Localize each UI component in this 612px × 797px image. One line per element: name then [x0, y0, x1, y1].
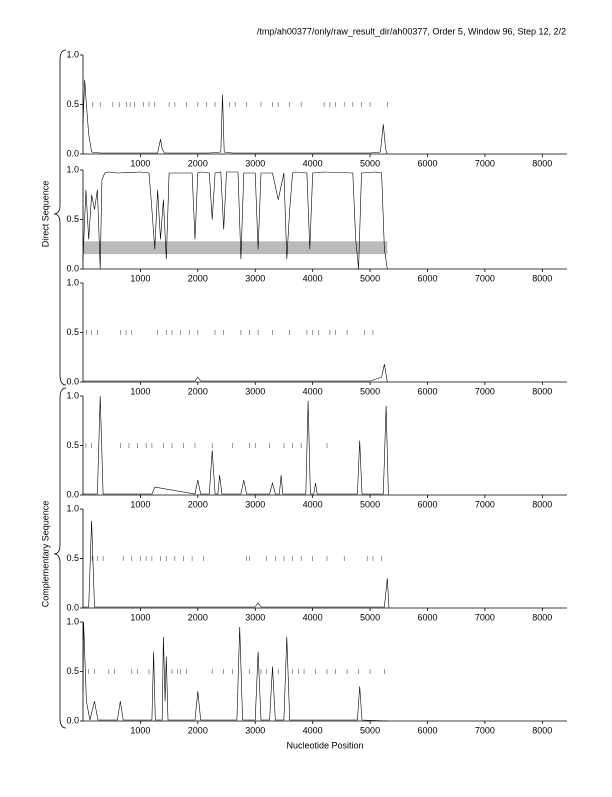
x-tick-label: 8000 [532, 273, 552, 283]
x-tick-label: 8000 [532, 725, 552, 735]
x-tick-label: 6000 [417, 725, 437, 735]
x-tick-label: 8000 [532, 158, 552, 168]
y-tick-label: 1.0 [66, 390, 79, 400]
x-axis-label: Nucleotide Position [286, 740, 363, 750]
y-tick-label: 0.5 [66, 214, 79, 224]
y-tick-label: 0.5 [66, 666, 79, 676]
y-tick-label: 0.0 [66, 489, 79, 499]
y-tick-label: 0.0 [66, 602, 79, 612]
y-tick-label: 1.0 [66, 277, 79, 287]
y-tick-label: 0.5 [66, 99, 79, 109]
group-label: Complementary Sequence [40, 501, 50, 608]
line-series [82, 171, 388, 270]
y-tick-label: 0.0 [66, 715, 79, 725]
x-tick-label: 1000 [130, 386, 150, 396]
x-tick-label: 4000 [303, 386, 323, 396]
x-tick-label: 4000 [303, 612, 323, 622]
x-tick-label: 5000 [360, 725, 380, 735]
y-tick-label: 1.0 [66, 616, 79, 626]
x-tick-label: 3000 [245, 158, 265, 168]
x-tick-label: 4000 [303, 158, 323, 168]
x-tick-label: 8000 [532, 386, 552, 396]
x-tick-label: 3000 [245, 725, 265, 735]
x-tick-label: 3000 [245, 386, 265, 396]
x-tick-label: 8000 [532, 612, 552, 622]
header: /tmp/ah00377/only/raw_result_dir/ah00377… [257, 26, 566, 36]
y-tick-label: 0.0 [66, 148, 79, 158]
line-series [82, 79, 388, 155]
x-tick-label: 7000 [475, 725, 495, 735]
line-series [82, 621, 388, 722]
x-tick-label: 5000 [360, 158, 380, 168]
x-tick-label: 3000 [245, 273, 265, 283]
x-tick-label: 5000 [360, 499, 380, 509]
y-tick-label: 0.5 [66, 440, 79, 450]
x-tick-label: 7000 [475, 499, 495, 509]
y-tick-label: 0.5 [66, 327, 79, 337]
x-tick-label: 2000 [188, 386, 208, 396]
x-tick-label: 7000 [475, 386, 495, 396]
x-tick-label: 6000 [417, 158, 437, 168]
x-tick-label: 6000 [417, 499, 437, 509]
group-label: Direct Sequence [40, 181, 50, 248]
y-tick-label: 0.0 [66, 376, 79, 386]
line-series [83, 395, 389, 496]
x-tick-label: 6000 [417, 273, 437, 283]
x-tick-label: 2000 [188, 612, 208, 622]
x-tick-label: 1000 [130, 273, 150, 283]
x-tick-label: 1000 [130, 725, 150, 735]
x-tick-label: 3000 [245, 499, 265, 509]
x-tick-label: 1000 [130, 612, 150, 622]
line-series [83, 520, 390, 609]
x-tick-label: 6000 [417, 612, 437, 622]
x-tick-label: 2000 [188, 725, 208, 735]
x-tick-label: 6000 [417, 386, 437, 396]
x-tick-label: 2000 [188, 273, 208, 283]
x-tick-label: 4000 [303, 273, 323, 283]
x-tick-label: 7000 [475, 612, 495, 622]
x-tick-label: 3000 [245, 612, 265, 622]
x-tick-label: 2000 [188, 158, 208, 168]
y-tick-label: 0.0 [66, 263, 79, 273]
x-tick-label: 7000 [475, 273, 495, 283]
y-tick-label: 0.5 [66, 553, 79, 563]
x-tick-label: 8000 [532, 499, 552, 509]
x-tick-label: 5000 [360, 612, 380, 622]
x-tick-label: 1000 [130, 158, 150, 168]
x-tick-label: 1000 [130, 499, 150, 509]
x-tick-label: 2000 [188, 499, 208, 509]
y-tick-label: 1.0 [66, 503, 79, 513]
x-tick-label: 4000 [303, 499, 323, 509]
line-series [83, 364, 388, 383]
gene-region [83, 241, 388, 255]
y-tick-label: 1.0 [66, 49, 79, 59]
y-tick-label: 1.0 [66, 164, 79, 174]
x-tick-label: 7000 [475, 158, 495, 168]
x-tick-label: 4000 [303, 725, 323, 735]
x-tick-label: 5000 [360, 386, 380, 396]
x-tick-label: 5000 [360, 273, 380, 283]
brace [53, 49, 67, 386]
brace [53, 387, 67, 729]
